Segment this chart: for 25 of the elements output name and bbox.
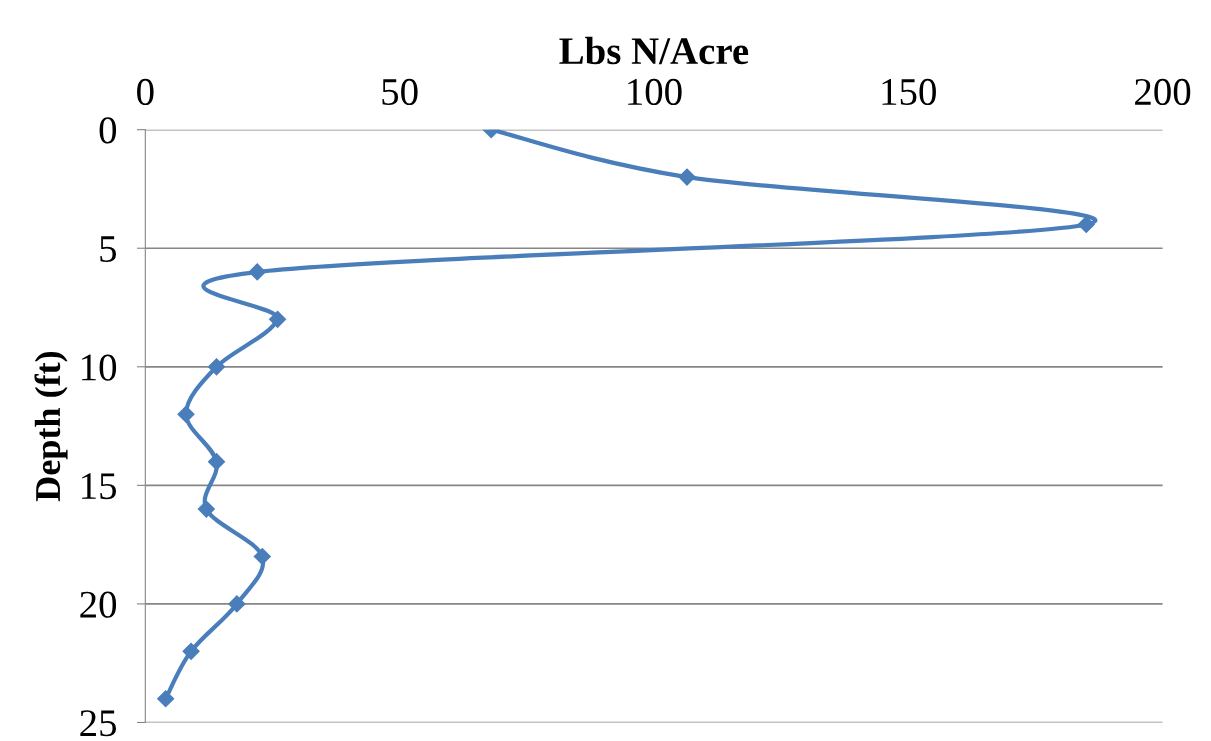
- x-tick-label: 0: [137, 78, 154, 106]
- y-axis-title: Depth (ft): [34, 351, 68, 502]
- x-tick-label: 100: [628, 78, 682, 106]
- x-axis-title: Lbs N/Acre: [559, 36, 749, 65]
- point: [678, 168, 696, 186]
- point: [253, 547, 271, 566]
- y-tick-label: 10: [82, 354, 117, 381]
- y-tick-label: 15: [82, 473, 117, 500]
- y-tick-label: 25: [80, 710, 117, 737]
- point: [228, 595, 246, 613]
- y-tick-label: 5: [100, 236, 117, 263]
- point: [207, 358, 226, 376]
- point: [182, 642, 200, 660]
- point: [177, 405, 195, 423]
- y-tick-label: 0: [99, 117, 117, 144]
- x-tick-label: 150: [882, 78, 936, 106]
- x-tick-label: 50: [382, 78, 418, 106]
- x-tick-label: 200: [1135, 78, 1191, 106]
- point: [207, 453, 226, 471]
- point: [248, 263, 266, 281]
- point: [157, 690, 175, 708]
- y-tick-label: 20: [80, 591, 117, 618]
- point: [269, 310, 287, 328]
- point: [197, 500, 215, 518]
- point: [1077, 215, 1095, 234]
